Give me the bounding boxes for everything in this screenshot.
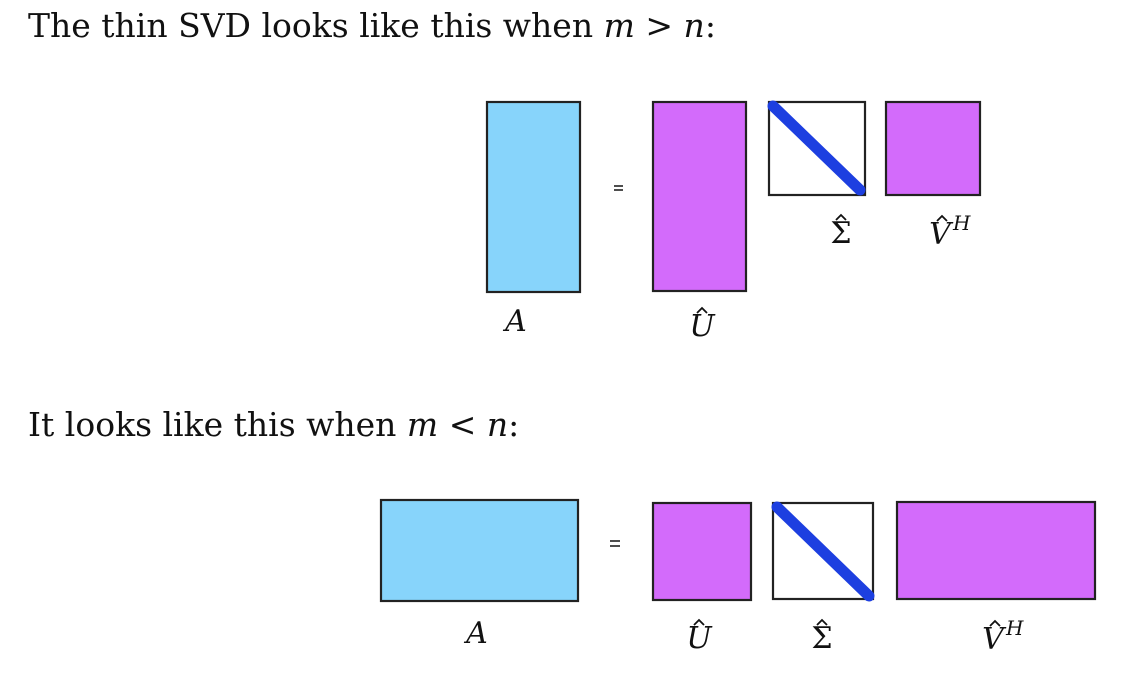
sigma-diagonal-wide: [771, 501, 875, 602]
label-sigma-hat-wide: Σ: [811, 618, 833, 656]
heading-wide-operator: <: [448, 405, 477, 444]
heading-wide-suffix: :: [508, 405, 520, 444]
label-u-hat-tall: U: [689, 306, 716, 344]
label-v-wide: V: [982, 622, 1007, 657]
hat-mark-sigma-wide: [816, 618, 828, 626]
heading-wide-prefix: It looks like this when: [28, 405, 407, 444]
matrix-u-hat-tall: [651, 100, 748, 293]
hat-mark-v-tall: [936, 214, 948, 222]
label-u-wide: U: [686, 621, 713, 656]
label-v-tall: V: [929, 217, 954, 252]
heading-wide-case: It looks like this when m < n:: [28, 405, 519, 445]
sigma-diagonal-tall: [767, 100, 866, 196]
label-u-hat-wide: U: [686, 618, 713, 656]
equals-sign-tall: [614, 185, 623, 191]
heading-wide-var-m: m: [406, 405, 439, 444]
label-a-wide: A: [463, 616, 488, 651]
heading-tall-var-m: m: [603, 6, 635, 45]
matrix-a-tall: [485, 100, 582, 294]
hat-mark-u-wide: [693, 618, 705, 626]
heading-tall-operator: >: [645, 6, 674, 45]
hat-mark-v-wide: [989, 619, 1001, 627]
label-u-tall: U: [689, 309, 716, 344]
hat-mark-u-tall: [696, 306, 708, 314]
label-sigma-wide: Σ: [811, 621, 832, 656]
label-sigma-tall: Σ: [830, 216, 851, 251]
matrix-a-wide: [379, 498, 580, 603]
label-v-hat-h-tall: V H: [929, 211, 971, 252]
heading-tall-var-n: n: [683, 6, 705, 45]
label-sigma-hat-tall: Σ: [830, 213, 852, 251]
label-a-tall: A: [502, 304, 527, 339]
equals-sign-wide: [610, 540, 620, 547]
matrix-v-hat-h-tall: [884, 100, 982, 197]
hat-mark-sigma-tall: [835, 213, 847, 221]
svd-diagram-wide: A U Σ V H: [379, 498, 1097, 657]
heading-tall-case: The thin SVD looks like this when m > n:: [28, 6, 716, 46]
matrix-v-hat-h-wide: [895, 500, 1097, 601]
heading-tall-suffix: :: [704, 6, 716, 45]
label-v-hat-h-wide: V H: [982, 616, 1024, 657]
svd-diagram-tall: A U Σ V H: [485, 100, 982, 344]
heading-tall-prefix: The thin SVD looks like this when: [28, 6, 604, 45]
label-v-superscript-tall: H: [952, 211, 971, 235]
heading-wide-var-n: n: [486, 405, 509, 444]
label-v-superscript-wide: H: [1005, 616, 1024, 640]
matrix-u-hat-wide: [651, 501, 753, 602]
